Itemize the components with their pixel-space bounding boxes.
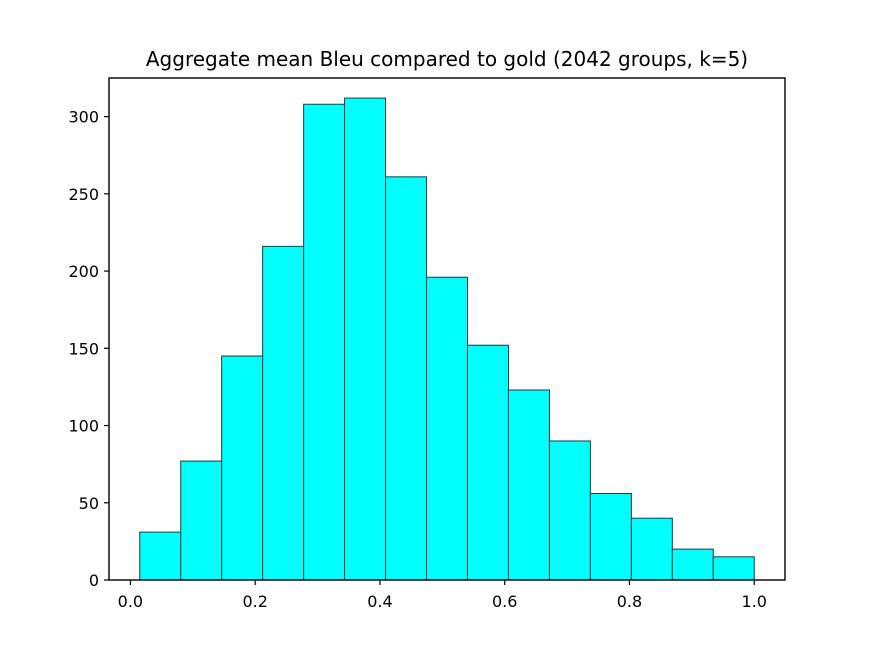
histogram-bar (139, 531, 182, 581)
histogram-bar (180, 460, 223, 581)
histogram-bar (221, 355, 264, 581)
y-tick-label: 100 (68, 417, 99, 436)
y-tick-label: 150 (68, 339, 99, 358)
y-tick-label: 250 (68, 185, 99, 204)
histogram-bar (303, 103, 346, 581)
chart-title: Aggregate mean Bleu compared to gold (20… (146, 47, 748, 71)
x-tick-label: 0.6 (492, 592, 517, 611)
histogram-bar (548, 440, 591, 581)
histogram-bar (671, 548, 714, 581)
plot-frame (108, 77, 786, 581)
x-tick-label: 0.8 (617, 592, 642, 611)
histogram-bar (507, 389, 550, 581)
y-tick-label: 300 (68, 108, 99, 127)
x-tick-label: 1.0 (742, 592, 767, 611)
y-tick-label: 0 (89, 571, 99, 590)
bars-group (139, 97, 755, 581)
histogram-bar (344, 97, 387, 581)
histogram-bar (712, 556, 755, 581)
y-tick-label: 50 (79, 494, 99, 513)
y-axis: 0 50 100 150 200 250 300 (68, 108, 109, 590)
histogram-bar (426, 276, 468, 581)
x-tick-label: 0.0 (118, 592, 143, 611)
histogram-bar (262, 245, 305, 581)
y-tick-label: 200 (68, 262, 99, 281)
histogram-bar (630, 517, 673, 581)
x-tick-label: 0.4 (367, 592, 392, 611)
x-axis: 0.0 0.2 0.4 0.6 0.8 1.0 (118, 580, 767, 611)
histogram-bar (385, 176, 428, 581)
x-tick-label: 0.2 (242, 592, 267, 611)
histogram-bar (589, 493, 632, 581)
histogram-bar (466, 344, 509, 581)
